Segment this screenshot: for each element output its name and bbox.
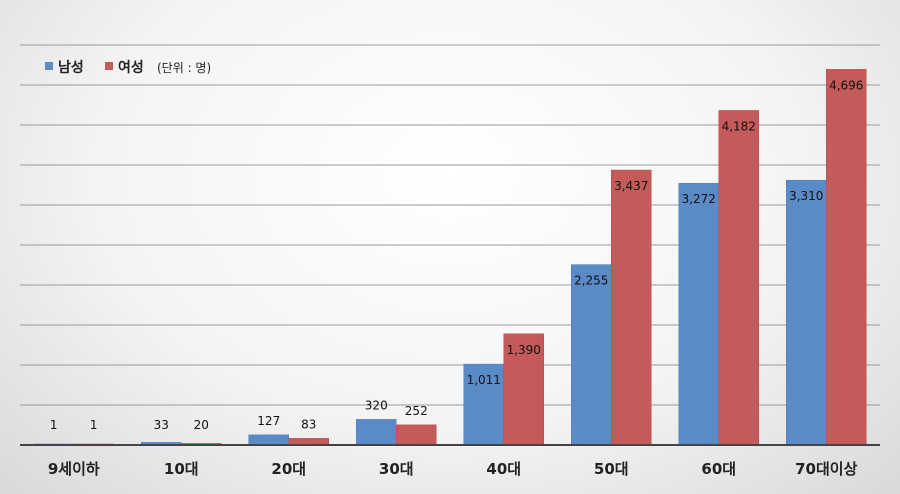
value-label: 33 (154, 418, 169, 432)
value-label: 252 (405, 404, 428, 418)
bar-male (248, 434, 289, 446)
unit-note: (단위 : 명) (157, 61, 211, 75)
bar-male (356, 419, 397, 446)
value-labels: 1 1 33 20 127 83 320 252 1,011 1,390 2,255 3,437 3,2… (50, 78, 864, 432)
value-label: 1,390 (507, 343, 541, 357)
bar-female (503, 333, 544, 446)
category-label: 10대 (164, 460, 199, 478)
bar-female (396, 424, 437, 446)
category-labels: 9세이하 10대 20대 30대 40대 50대 60대 70대이상 (48, 460, 858, 478)
category-label: 30대 (379, 460, 414, 478)
legend-swatch-female (105, 62, 113, 70)
legend-label-female: 여성 (118, 59, 144, 76)
bar-male (786, 179, 827, 446)
legend-swatch-male (45, 62, 53, 70)
category-label: 60대 (701, 460, 736, 478)
value-label: 3,272 (682, 192, 716, 206)
value-label: 1 (90, 418, 98, 432)
legend: 남성 여성 (단위 : 명) (45, 59, 211, 76)
value-label: 3,310 (789, 189, 823, 203)
legend-label-male: 남성 (58, 59, 84, 76)
bar-female (718, 110, 759, 446)
value-label: 4,696 (829, 78, 863, 92)
value-label: 4,182 (722, 119, 756, 133)
category-label: 9세이하 (48, 460, 100, 478)
bars (33, 69, 867, 446)
bar-male (463, 363, 504, 446)
bar-male (571, 264, 612, 446)
bar-male (678, 182, 719, 446)
value-label: 127 (257, 414, 280, 428)
bar-female (826, 69, 867, 446)
value-label: 20 (194, 418, 209, 432)
category-label: 20대 (271, 460, 306, 478)
value-label: 320 (365, 398, 388, 412)
value-label: 1 (50, 418, 58, 432)
value-label: 3,437 (614, 179, 648, 193)
gridlines (20, 44, 880, 406)
category-label: 70대이상 (795, 460, 857, 478)
category-label: 40대 (486, 460, 521, 478)
value-label: 83 (301, 417, 316, 431)
value-label: 2,255 (574, 274, 608, 288)
bar-female (611, 169, 652, 446)
category-label: 50대 (594, 460, 629, 478)
value-label: 1,011 (467, 373, 501, 387)
